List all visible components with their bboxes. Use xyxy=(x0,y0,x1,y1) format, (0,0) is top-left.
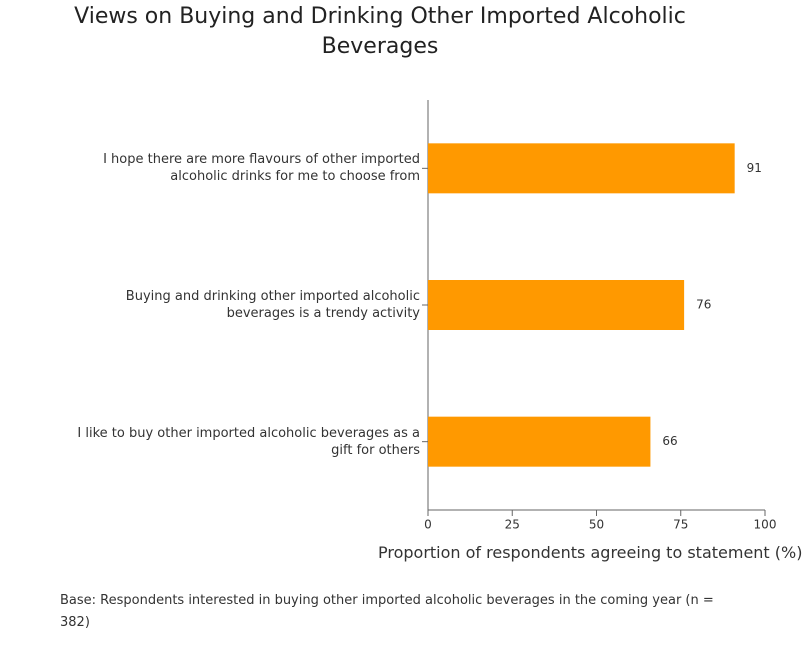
bar xyxy=(428,143,735,194)
x-axis-label: Proportion of respondents agreeing to st… xyxy=(378,543,803,562)
chart-title: Views on Buying and Drinking Other Impor… xyxy=(74,4,686,59)
bar xyxy=(428,280,685,330)
y-tick-label: I like to buy other imported alcoholic b… xyxy=(77,425,420,458)
x-tick-label: 50 xyxy=(589,518,604,532)
value-label: 66 xyxy=(662,434,677,448)
y-tick-label: Buying and drinking other imported alcoh… xyxy=(125,289,420,321)
value-label: 91 xyxy=(747,161,762,175)
footnote: Base: Respondents interested in buying o… xyxy=(60,593,714,630)
bar xyxy=(428,416,651,467)
x-tick-label: 75 xyxy=(673,518,688,532)
value-label: 76 xyxy=(696,298,711,312)
x-tick-label: 100 xyxy=(754,518,777,532)
x-tick-label: 0 xyxy=(424,518,432,532)
x-tick-label: 25 xyxy=(505,518,520,532)
y-tick-label: I hope there are more flavours of other … xyxy=(103,152,420,185)
